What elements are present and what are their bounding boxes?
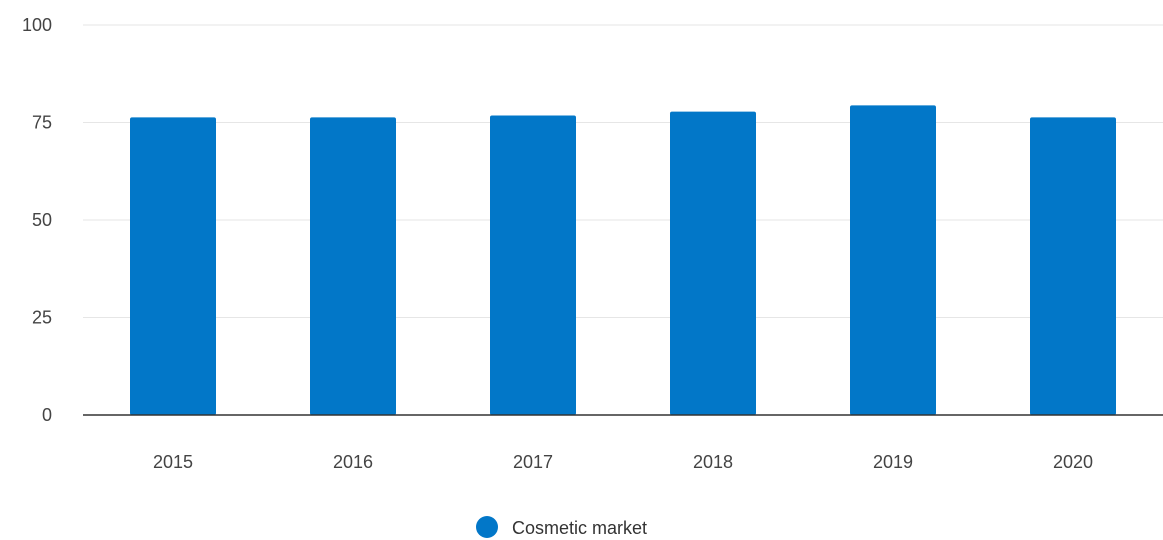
x-tick-label: 2020	[1053, 452, 1093, 472]
gridlines	[83, 24, 1163, 318]
x-tick-label: 2015	[153, 452, 193, 472]
bars	[130, 105, 1116, 416]
y-tick-label: 100	[22, 15, 52, 35]
y-tick-label: 75	[32, 113, 52, 133]
bar-2019[interactable]	[850, 105, 936, 415]
legend[interactable]: Cosmetic market	[476, 516, 647, 538]
y-tick-label: 0	[42, 405, 52, 425]
y-tick-label: 50	[32, 210, 52, 230]
bar-2016[interactable]	[310, 117, 396, 416]
x-tick-label: 2017	[513, 452, 553, 472]
y-tick-label: 25	[32, 308, 52, 328]
bar-2015[interactable]	[130, 117, 216, 416]
x-tick-label: 2019	[873, 452, 913, 472]
y-axis-tick-labels: 0 25 50 75 100	[22, 15, 52, 425]
x-tick-label: 2016	[333, 452, 373, 472]
bar-2020[interactable]	[1030, 117, 1116, 416]
x-tick-label: 2018	[693, 452, 733, 472]
bar-2018[interactable]	[670, 111, 756, 415]
x-axis-tick-labels: 2015 2016 2017 2018 2019 2020	[153, 452, 1093, 472]
bar-2017[interactable]	[490, 115, 576, 415]
legend-label: Cosmetic market	[512, 518, 647, 538]
legend-marker-icon	[476, 516, 498, 538]
